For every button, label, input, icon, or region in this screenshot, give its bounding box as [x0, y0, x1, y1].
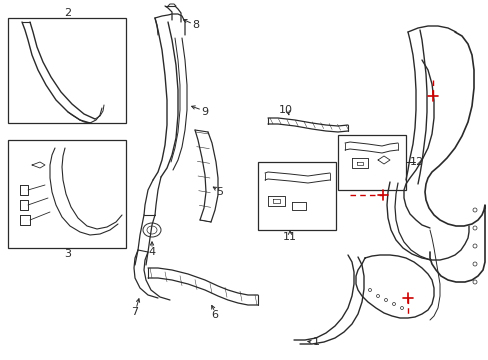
Text: 6: 6	[211, 310, 218, 320]
Text: 7: 7	[131, 307, 138, 317]
Text: 3: 3	[64, 249, 71, 259]
Text: 2: 2	[64, 8, 71, 18]
Circle shape	[392, 302, 395, 306]
Text: 11: 11	[283, 232, 296, 242]
Circle shape	[472, 280, 476, 284]
Bar	[258, 162, 335, 230]
Bar	[337, 135, 405, 190]
Ellipse shape	[142, 223, 161, 237]
Circle shape	[400, 306, 403, 310]
Text: 10: 10	[279, 105, 292, 115]
Text: 8: 8	[192, 20, 199, 30]
Text: 9: 9	[201, 107, 208, 117]
Circle shape	[472, 226, 476, 230]
Circle shape	[472, 208, 476, 212]
Circle shape	[368, 288, 371, 292]
Ellipse shape	[147, 226, 157, 234]
Circle shape	[472, 244, 476, 248]
Circle shape	[472, 262, 476, 266]
Text: 12: 12	[409, 157, 423, 167]
Circle shape	[376, 294, 379, 297]
Text: 5: 5	[216, 187, 223, 197]
Circle shape	[384, 298, 386, 302]
Text: 4: 4	[148, 247, 155, 257]
Bar	[8, 18, 126, 123]
Bar	[8, 140, 126, 248]
Text: 1: 1	[312, 337, 319, 347]
